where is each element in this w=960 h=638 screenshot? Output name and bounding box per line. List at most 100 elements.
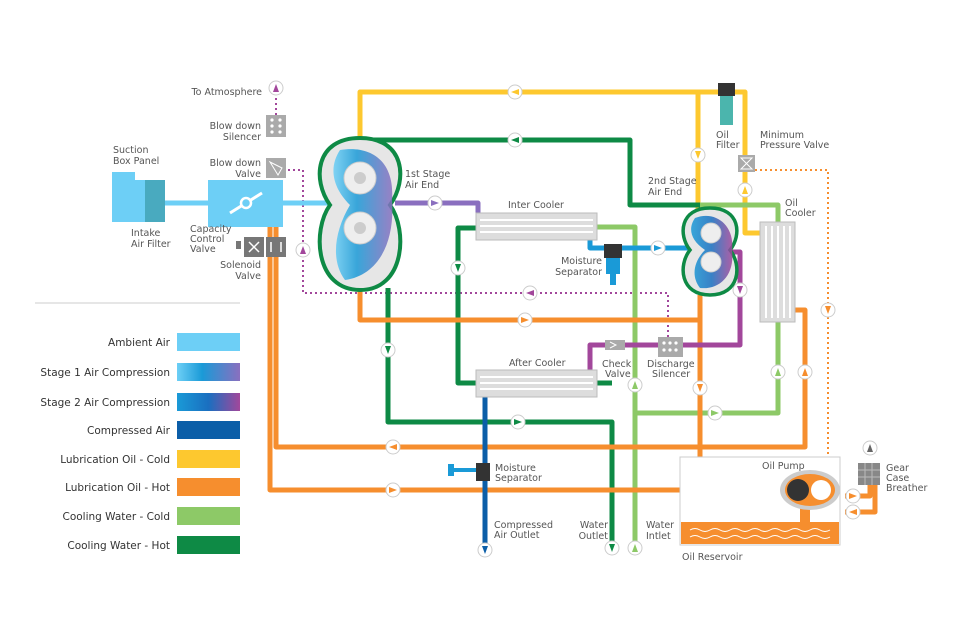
label-after-cooler: After Cooler [509, 358, 566, 369]
label-solenoid-valve: Solenoid Valve [220, 260, 261, 282]
legend-item: Ambient Air [108, 333, 240, 351]
moisture-separator-2 [448, 463, 490, 481]
label-water-inlet: Water Intlet [646, 520, 674, 542]
flow-arrow-icon [295, 242, 311, 258]
flow-arrow-icon [517, 312, 533, 328]
pipe-water-hot-top [365, 137, 700, 208]
flow-arrow-icon [690, 147, 706, 163]
flow-arrow-icon [477, 542, 493, 558]
flow-arrow-icon [510, 414, 526, 430]
label-discharge-silencer: Discharge Silencer [647, 359, 695, 380]
suction-box-panel [112, 172, 165, 222]
flow-arrow-icon [268, 80, 284, 96]
svg-text:Stage 2 Air Compression: Stage 2 Air Compression [40, 397, 170, 409]
flow-arrow-icon [707, 405, 723, 421]
inter-cooler [475, 212, 598, 241]
pipe-oil-cold [357, 89, 762, 236]
svg-text:Cooling Water - Cold: Cooling Water - Cold [62, 511, 170, 523]
label-moisture-separator-1: Moisture Separator [555, 256, 602, 278]
pipe-oil-hot-3 [273, 227, 808, 450]
label-oil-filter: Oil Filter [716, 130, 740, 151]
flow-arrow-icon [380, 342, 396, 358]
mpv-signal-line [755, 169, 829, 458]
legend: Ambient Air Stage 1 Air Compression Stag… [40, 333, 240, 554]
flow-arrow-icon [450, 260, 466, 276]
oil-cooler [759, 221, 796, 323]
svg-text:Lubrication Oil - Cold: Lubrication Oil - Cold [60, 454, 170, 466]
pipe-stage2-out [587, 249, 743, 372]
blow-down-valve [266, 158, 286, 178]
flow-arrow-icon [385, 482, 401, 498]
legend-item: Compressed Air [87, 421, 240, 439]
label-water-outlet: Water Outlet [579, 520, 609, 542]
flow-arrow-icon [385, 439, 401, 455]
flow-arrow-icon [845, 488, 861, 504]
pipe-water-hot-mid [455, 225, 478, 386]
oil-pump [780, 470, 840, 525]
flow-arrow-icon [522, 285, 538, 301]
legend-swatch [177, 421, 240, 439]
flow-arrow-icon [627, 377, 643, 393]
flow-arrow-icon [820, 302, 836, 318]
label-oil-reservoir: Oil Reservoir [682, 552, 743, 563]
flow-arrow-icon [627, 540, 643, 556]
label-oil-pump: Oil Pump [762, 461, 805, 472]
pipe-oil-hot-4 [267, 227, 680, 493]
pipe-water-cold-cooler [700, 202, 781, 222]
label-compressed-air-outlet: Compressed Air Outlet [494, 520, 553, 541]
label-moisture-separator-2: Moisture Separator [495, 463, 542, 484]
svg-text:Compressed Air: Compressed Air [87, 425, 171, 437]
label-first-stage-air-end: 1st Stage Air End [405, 169, 450, 191]
second-stage-air-end [681, 206, 739, 297]
legend-swatch [177, 450, 240, 468]
label-capacity-control-valve: Capacity Control Valve [190, 224, 232, 255]
flow-arrow-icon [770, 364, 786, 380]
pipe-oil-hot-1 [357, 288, 700, 323]
flow-arrow-icon [507, 84, 523, 100]
legend-item: Cooling Water - Hot [67, 536, 240, 554]
moisture-separator-1 [604, 244, 622, 285]
label-minimum-pressure-valve: Minimum Pressure Valve [760, 130, 829, 151]
legend-item: Stage 2 Air Compression [40, 393, 240, 411]
legend-swatch [177, 393, 240, 411]
label-blow-down-valve: Blow down Valve [210, 158, 262, 180]
legend-item: Cooling Water - Cold [62, 507, 240, 525]
gear-case-breather [858, 463, 880, 485]
capacity-control-valve [208, 180, 283, 227]
legend-item: Stage 1 Air Compression [40, 363, 240, 381]
label-suction-box-panel: Suction Box Panel [113, 145, 159, 167]
label-second-stage-air-end: 2nd Stage Air End [648, 176, 697, 198]
oil-filter [718, 83, 735, 125]
legend-swatch [177, 507, 240, 525]
flow-arrow-icon [862, 440, 878, 456]
flow-arrow-icon [797, 364, 813, 380]
minimum-pressure-valve [738, 155, 755, 172]
label-gear-case-breather: Gear Case Breather [886, 463, 927, 494]
label-check-valve: Check Valve [602, 359, 632, 380]
flow-arrow-icon [845, 504, 861, 520]
legend-item: Lubrication Oil - Hot [65, 478, 240, 496]
label-blow-down-silencer: Blow down Silencer [210, 121, 261, 143]
flow-arrow-icon [732, 282, 748, 298]
legend-swatch [177, 478, 240, 496]
legend-swatch [177, 333, 240, 351]
first-stage-air-end [317, 135, 403, 293]
label-intake-air-filter: Intake Air Filter [131, 228, 171, 250]
flow-arrow-icon [650, 240, 666, 256]
label-to-atmosphere: To Atmosphere [190, 87, 262, 98]
check-valve [605, 340, 625, 350]
legend-swatch [177, 363, 240, 381]
legend-item: Lubrication Oil - Cold [60, 450, 240, 468]
flow-arrow-icon [507, 132, 523, 148]
svg-text:Lubrication Oil - Hot: Lubrication Oil - Hot [65, 482, 170, 494]
discharge-silencer [658, 337, 683, 357]
svg-text:Stage 1 Air Compression: Stage 1 Air Compression [40, 367, 170, 379]
flow-arrow-icon [737, 182, 753, 198]
svg-text:Ambient Air: Ambient Air [108, 337, 171, 349]
pipe-water-outlet [385, 288, 615, 555]
flow-arrow-icon [427, 195, 443, 211]
label-inter-cooler: Inter Cooler [508, 200, 564, 211]
flow-arrow-icon [692, 380, 708, 396]
solenoid-valve [236, 237, 286, 257]
